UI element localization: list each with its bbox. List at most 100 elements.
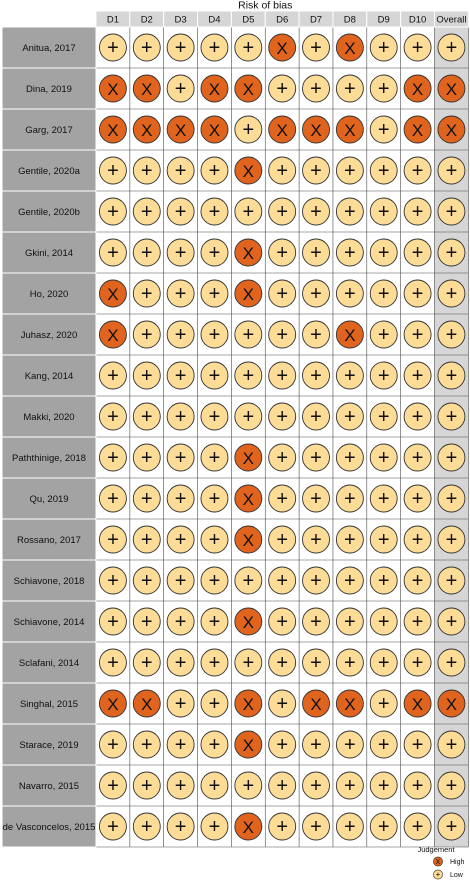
judgement-cell: + (132, 771, 161, 800)
low-risk-marker (268, 648, 297, 677)
judgement-cell: + (335, 74, 364, 103)
plus-symbol: + (310, 242, 322, 264)
overall-judgement-cell: X (437, 689, 466, 718)
study-row: Makki, 2020 + + + + + + + + + + + (1, 395, 466, 438)
judgement-cell: + (234, 361, 263, 390)
plus-symbol: + (107, 611, 119, 633)
judgement-cell: + (335, 607, 364, 636)
judgement-cell: + (234, 33, 263, 62)
low-risk-marker (200, 484, 229, 513)
x-symbol: X (446, 695, 457, 714)
low-risk-marker (369, 812, 398, 841)
plus-symbol: + (378, 529, 390, 551)
study-name: Qu, 2019 (29, 494, 68, 505)
plus-symbol: + (276, 324, 288, 346)
study-label-cell (1, 149, 97, 192)
x-symbol: X (209, 121, 220, 140)
low-risk-marker (98, 771, 127, 800)
judgement-cell: + (132, 566, 161, 595)
high-risk-marker (403, 689, 432, 718)
low-risk-marker (335, 812, 364, 841)
judgement-cell: X (268, 115, 297, 144)
judgement-cell: + (302, 361, 330, 390)
judgement-cell: + (132, 730, 161, 759)
plus-symbol: + (175, 488, 187, 510)
plus-symbol: + (310, 324, 322, 346)
low-risk-marker (335, 484, 364, 513)
plus-symbol: + (141, 775, 153, 797)
judgement-cell: X (200, 115, 229, 144)
overall-judgement-cell: + (437, 648, 466, 677)
overall-judgement-cell: + (437, 525, 466, 554)
judgement-cell: + (200, 320, 229, 349)
plus-symbol: + (276, 693, 288, 715)
plus-symbol: + (310, 570, 322, 592)
plus-symbol: + (344, 160, 356, 182)
plus-symbol: + (412, 242, 424, 264)
plus-symbol: + (209, 283, 221, 305)
low-risk-marker (437, 402, 466, 431)
judgement-cell: + (268, 484, 297, 513)
plus-symbol: + (344, 201, 356, 223)
overall-judgement-cell: + (437, 443, 466, 472)
study-label-cell (1, 805, 97, 848)
low-risk-marker (437, 607, 466, 636)
low-risk-marker (335, 771, 364, 800)
plus-symbol: + (446, 201, 458, 223)
plus-symbol: + (344, 816, 356, 838)
judgement-cell: X (234, 812, 263, 841)
plus-symbol: + (209, 775, 221, 797)
low-risk-marker (132, 279, 161, 308)
plus-symbol: + (344, 406, 356, 428)
low-risk-marker (335, 648, 364, 677)
judgement-cell: + (132, 238, 161, 267)
judgement-cell: + (132, 197, 161, 226)
low-risk-marker (98, 648, 127, 677)
low-risk-marker (335, 156, 364, 185)
low-risk-marker (403, 607, 432, 636)
plus-symbol: + (412, 447, 424, 469)
header-cell-overall (434, 10, 469, 28)
high-risk-marker (335, 689, 364, 718)
judgement-cell: + (166, 607, 195, 636)
study-label-cell (1, 231, 97, 274)
low-risk-marker (234, 566, 263, 595)
judgement-cell: + (200, 566, 229, 595)
judgement-cell: X (98, 689, 127, 718)
plus-symbol: + (175, 78, 187, 100)
low-risk-marker (132, 361, 161, 390)
low-risk-marker (302, 402, 330, 431)
study-name: Singhal, 2015 (20, 699, 78, 710)
low-risk-marker (335, 74, 364, 103)
judgement-cell: + (166, 443, 195, 472)
judgement-cell: + (369, 607, 398, 636)
overall-judgement-cell: + (437, 361, 466, 390)
plus-symbol: + (276, 816, 288, 838)
judgement-cell: + (369, 648, 398, 677)
low-risk-marker (166, 812, 195, 841)
low-risk-marker (200, 689, 229, 718)
plus-symbol: + (412, 365, 424, 387)
study-name: Anitua, 2017 (22, 43, 75, 54)
judgement-cell: + (369, 443, 398, 472)
low-risk-marker (200, 402, 229, 431)
judgement-cell: + (268, 607, 297, 636)
judgement-cell: + (403, 484, 432, 513)
plus-symbol: + (412, 324, 424, 346)
header-label-d8: D8 (344, 15, 356, 26)
plus-symbol: + (344, 488, 356, 510)
high-risk-marker (234, 730, 263, 759)
low-risk-marker (166, 607, 195, 636)
judgement-cell: X (98, 74, 127, 103)
judgement-cell: + (166, 484, 195, 513)
judgement-cell: + (369, 238, 398, 267)
judgement-cell: X (335, 320, 364, 349)
plus-symbol: + (310, 406, 322, 428)
judgement-cell: + (200, 279, 229, 308)
low-risk-marker (200, 648, 229, 677)
judgement-cell: + (335, 812, 364, 841)
judgement-cell: + (302, 566, 330, 595)
judgement-cell: + (403, 33, 432, 62)
judgement-cell: + (200, 484, 229, 513)
plus-symbol: + (141, 570, 153, 592)
